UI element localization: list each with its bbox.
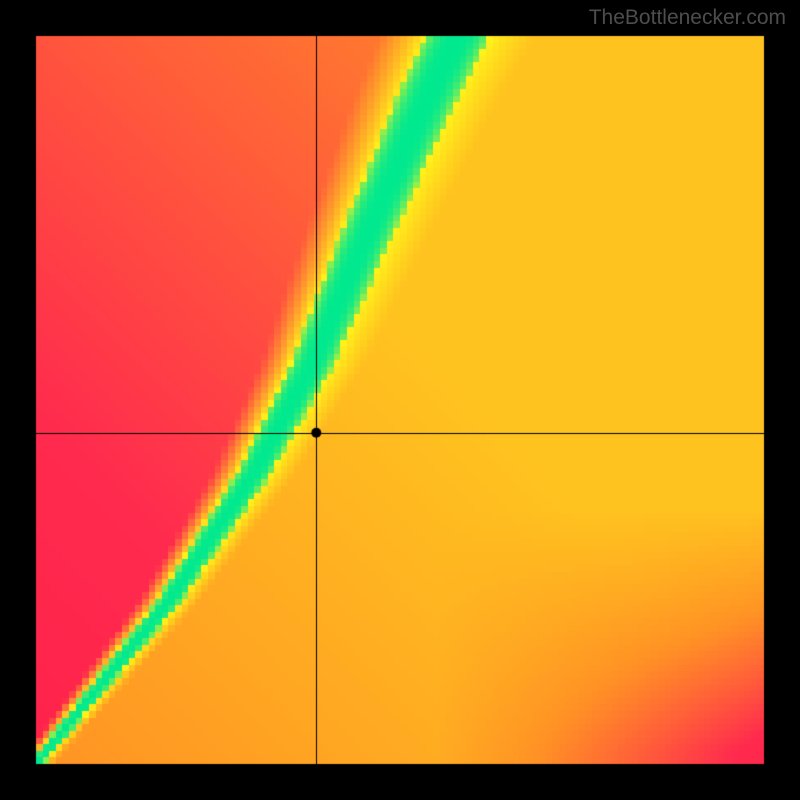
watermark-label: TheBottlenecker.com [589,6,786,30]
bottleneck-heatmap-canvas [0,0,800,800]
